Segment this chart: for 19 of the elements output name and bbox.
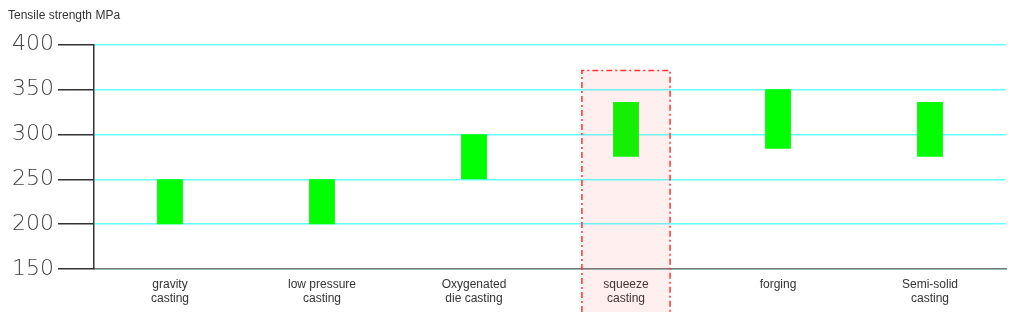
bar <box>765 89 791 149</box>
bar <box>157 179 183 225</box>
bar <box>309 179 335 225</box>
x-tick-label: Semi-solid casting <box>901 276 959 306</box>
bar <box>613 101 639 157</box>
y-tick-label: 150 <box>11 254 54 280</box>
bar <box>917 101 943 157</box>
y-tick-label: 250 <box>11 165 54 190</box>
x-tick-label: Oxygenated die casting <box>441 276 507 306</box>
x-tick-label: forging <box>759 276 797 291</box>
y-tick-label: 350 <box>11 75 54 101</box>
x-tick-label: squeeze casting <box>603 276 649 306</box>
y-tick-label: 300 <box>11 120 54 146</box>
bar <box>461 134 487 180</box>
x-tick-label: low pressure casting <box>287 276 357 306</box>
chart-title: Tensile strength MPa <box>8 7 121 22</box>
y-tick-label: 400 <box>11 30 54 56</box>
x-tick-label: gravity casting <box>150 276 190 306</box>
y-tick-label: 200 <box>11 209 54 235</box>
